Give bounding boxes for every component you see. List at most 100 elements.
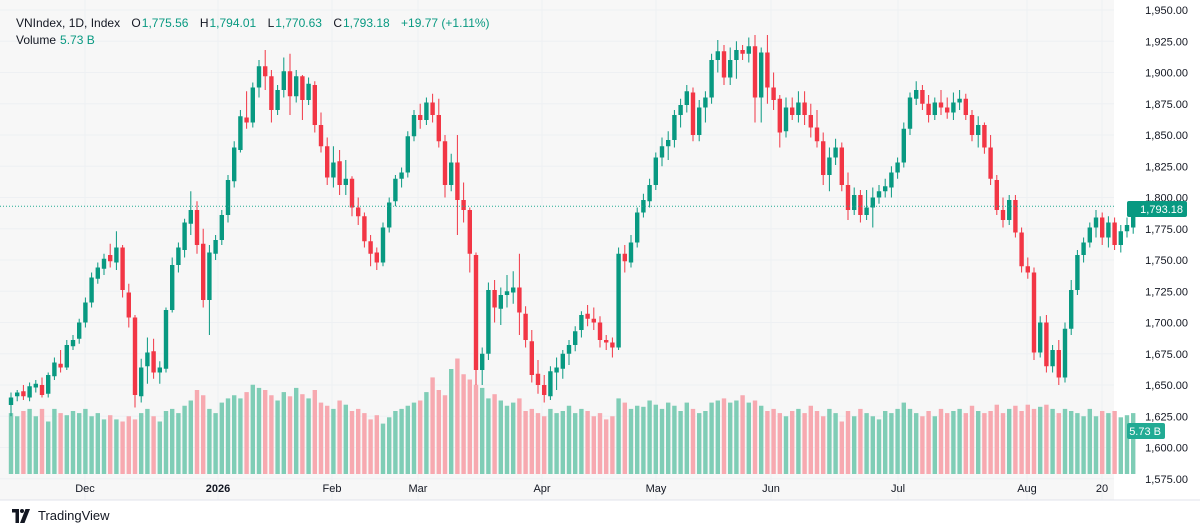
candle-body: [529, 341, 534, 375]
volume-bar: [387, 417, 392, 474]
price-tick-label: 1,650.00: [1145, 380, 1188, 392]
volume-bar: [988, 411, 993, 474]
candle-body: [256, 66, 262, 88]
volume-bar: [920, 416, 925, 474]
volume-bar: [604, 419, 609, 474]
time-axis[interactable]: Dec 2026 Feb Mar Apr May Jun Jul Aug 20: [75, 483, 1108, 495]
candle-body: [628, 242, 634, 263]
volume-bar: [1007, 408, 1012, 474]
candle-body: [1087, 227, 1092, 243]
candle-body: [207, 252, 212, 300]
volume-bar: [95, 413, 100, 474]
candle-body: [1093, 217, 1099, 228]
volume-bar: [411, 402, 417, 474]
volume-bar: [219, 402, 224, 474]
candle-body: [269, 76, 274, 110]
candle-body: [511, 287, 516, 293]
candle-body: [411, 115, 417, 137]
volume-bar: [449, 369, 454, 474]
volume-bar: [182, 405, 187, 474]
candle-body: [721, 51, 727, 78]
candle-body: [157, 367, 162, 373]
candle-body: [163, 310, 169, 369]
volume-bar: [833, 413, 838, 474]
price-tick-label: 1,700.00: [1145, 318, 1188, 330]
candle-body: [752, 46, 758, 98]
volume-bar: [343, 404, 348, 474]
volume-bar: [994, 404, 999, 474]
candle-body: [523, 313, 528, 340]
candle-body: [70, 340, 76, 347]
candle-body: [486, 290, 491, 354]
candle-body: [114, 247, 119, 263]
candle-body: [517, 287, 522, 313]
candle-body: [560, 353, 565, 369]
volume-bar: [1081, 416, 1086, 474]
volume-bar: [225, 398, 231, 474]
candle-body: [120, 247, 125, 290]
price-axis[interactable]: 1,575.00 1,600.00 1,625.00 1,650.00 1,675.00…: [1145, 5, 1188, 486]
volume-bar: [976, 411, 981, 474]
volume-bar: [504, 405, 510, 474]
time-tick-label: Apr: [533, 483, 550, 495]
price-tick-label: 1,625.00: [1145, 411, 1188, 423]
candle-body: [387, 202, 392, 228]
candle-body: [21, 391, 26, 397]
volume-bar: [821, 416, 826, 474]
candle-body: [616, 253, 621, 348]
low-value: 1,770.63: [275, 16, 322, 30]
price-candles: [8, 35, 1136, 417]
candle-body: [907, 97, 913, 129]
candle-body: [374, 252, 379, 263]
candle-body: [188, 210, 193, 224]
volume-bar: [715, 400, 720, 474]
volume-bar: [492, 394, 497, 474]
candle-body: [1050, 350, 1055, 367]
volume-bar: [21, 411, 26, 474]
volume-bar: [573, 413, 578, 474]
candle-body: [151, 351, 156, 373]
candle-body: [294, 76, 299, 97]
volume-bar: [294, 387, 299, 474]
volume-bar: [1131, 413, 1136, 474]
volume-bar: [852, 416, 857, 474]
volume-bar: [1087, 408, 1092, 474]
candle-body: [126, 292, 131, 318]
candle-body: [579, 315, 584, 330]
volume-bar: [697, 413, 702, 474]
volume-bar: [628, 408, 634, 474]
candle-body: [101, 258, 107, 269]
candle-body: [77, 322, 82, 339]
volume-bar: [232, 395, 237, 474]
volume-bar: [52, 408, 57, 474]
candle-body: [219, 215, 224, 240]
volume-bar: [684, 402, 689, 474]
candle-body: [480, 353, 485, 370]
candle-body: [300, 76, 305, 100]
volume-bar: [188, 400, 193, 474]
open-key: O: [131, 16, 141, 30]
candle-body: [1031, 272, 1037, 353]
candle-body: [659, 146, 665, 158]
candle-body: [275, 90, 280, 110]
volume-bar: [845, 411, 851, 474]
volume-bar: [703, 411, 708, 474]
volume-bar: [39, 408, 45, 474]
volume-bar: [746, 402, 751, 474]
volume-bar: [1000, 413, 1006, 474]
symbol-label[interactable]: VNIndex: [16, 16, 63, 30]
high-key: H: [199, 16, 209, 30]
candle-body: [982, 125, 987, 148]
candle-body: [64, 345, 69, 368]
tradingview-brand[interactable]: TradingView: [10, 508, 110, 523]
candle-body: [46, 375, 51, 394]
time-tick-label: Jul: [891, 483, 905, 495]
volume-bar: [331, 408, 336, 474]
volume-bar: [796, 408, 801, 474]
change-value: +19.77 (+1.11%): [401, 16, 490, 30]
volume-bar: [325, 405, 330, 474]
volume-bar: [883, 411, 888, 474]
volume-bar: [734, 400, 739, 474]
